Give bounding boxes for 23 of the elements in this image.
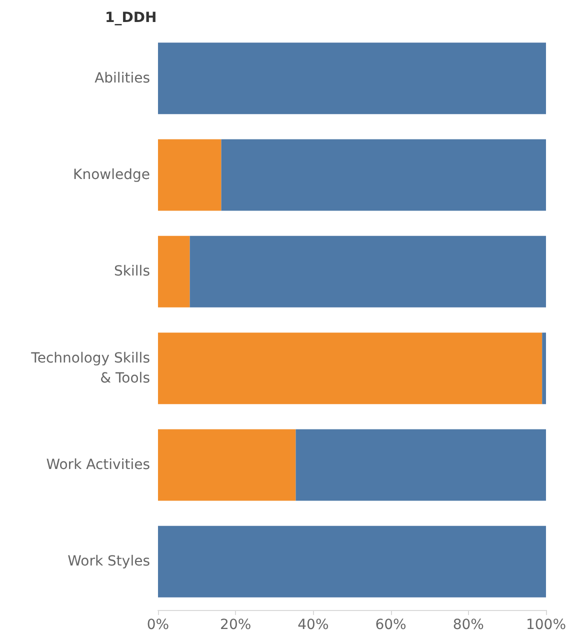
y-tick-label: Skills	[114, 264, 150, 280]
x-tick-label: 0%	[146, 617, 170, 633]
bar	[158, 139, 222, 211]
bar	[296, 429, 546, 501]
bar	[158, 526, 546, 598]
y-tick-label: Abilities	[94, 70, 150, 86]
bar	[158, 332, 542, 404]
y-tick-label: Technology Skills & Tools	[30, 350, 150, 386]
bar	[158, 236, 190, 308]
x-tick-label: 100%	[526, 617, 566, 633]
bar	[221, 139, 546, 211]
x-tick-label: 80%	[452, 617, 484, 633]
bar	[542, 332, 546, 404]
x-tick-label: 20%	[220, 617, 252, 633]
bar	[158, 429, 296, 501]
x-tick-label: 60%	[375, 617, 406, 633]
y-tick-label: Work Activities	[46, 457, 150, 473]
x-tick-label: 40%	[298, 617, 329, 633]
bar	[190, 236, 546, 308]
bar	[158, 42, 546, 114]
y-tick-label: Knowledge	[73, 167, 150, 183]
y-tick-label: Work Styles	[68, 554, 150, 570]
chart-title: 1_DDH	[105, 10, 157, 26]
